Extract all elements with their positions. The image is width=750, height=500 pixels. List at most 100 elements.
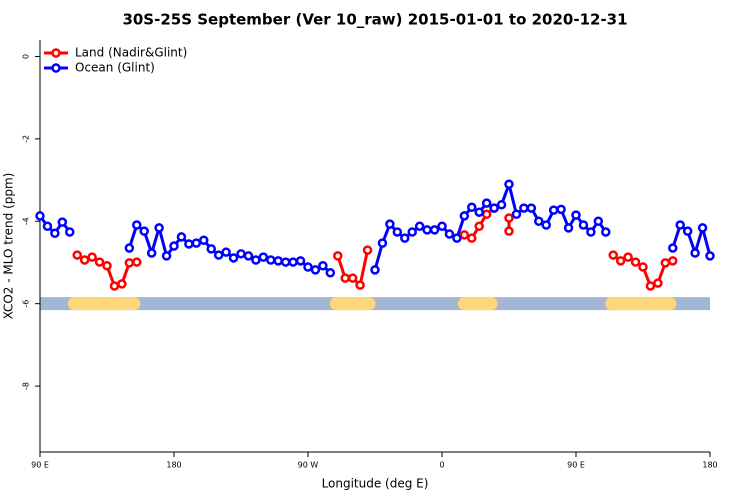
point bbox=[660, 258, 671, 268]
point bbox=[362, 245, 373, 255]
point bbox=[124, 258, 135, 268]
point bbox=[645, 281, 656, 291]
point bbox=[228, 253, 239, 263]
point bbox=[444, 229, 455, 239]
point bbox=[333, 251, 343, 261]
point bbox=[221, 247, 231, 257]
point bbox=[690, 248, 700, 258]
y-tick-label: -6 bbox=[22, 300, 31, 308]
point bbox=[467, 202, 477, 213]
point bbox=[556, 204, 566, 215]
point bbox=[437, 221, 447, 231]
point bbox=[563, 223, 574, 233]
point bbox=[191, 238, 202, 248]
point bbox=[124, 243, 135, 253]
legend-label: Land (Nadir&Glint) bbox=[75, 46, 187, 60]
point bbox=[422, 225, 432, 235]
point bbox=[318, 261, 328, 271]
point bbox=[653, 278, 663, 288]
point bbox=[481, 209, 492, 220]
x-tick-label: 180 bbox=[166, 461, 181, 470]
point bbox=[184, 239, 194, 249]
point bbox=[489, 203, 499, 213]
point bbox=[668, 256, 678, 266]
point bbox=[400, 233, 410, 243]
point bbox=[548, 205, 559, 215]
y-tick-label: -2 bbox=[22, 135, 31, 143]
point bbox=[504, 226, 514, 236]
point bbox=[325, 268, 336, 278]
point bbox=[370, 265, 380, 275]
point bbox=[705, 251, 715, 261]
point bbox=[251, 255, 261, 265]
point bbox=[601, 227, 611, 237]
point bbox=[385, 219, 395, 229]
point bbox=[459, 230, 470, 240]
point bbox=[511, 209, 522, 220]
point bbox=[429, 225, 440, 235]
point bbox=[199, 235, 209, 245]
point bbox=[474, 207, 484, 217]
point bbox=[57, 217, 68, 227]
point bbox=[638, 262, 648, 272]
point bbox=[72, 250, 82, 260]
point bbox=[65, 227, 75, 237]
point bbox=[504, 213, 514, 223]
point bbox=[593, 216, 604, 227]
point bbox=[407, 227, 417, 237]
point bbox=[266, 255, 276, 265]
point bbox=[697, 223, 708, 233]
x-tick-label: 90 W bbox=[298, 461, 319, 470]
chart-title: 30S-25S September (Ver 10_raw) 2015-01-0… bbox=[122, 11, 627, 29]
y-tick-label: -4 bbox=[22, 217, 31, 225]
legend-marker bbox=[51, 48, 61, 58]
y-tick-label: -8 bbox=[22, 382, 31, 390]
x-tick-label: 90 E bbox=[31, 461, 49, 470]
x-axis-label: Longitude (deg E) bbox=[322, 477, 429, 491]
point bbox=[668, 243, 678, 253]
point bbox=[79, 255, 90, 265]
point bbox=[243, 251, 254, 261]
legend-marker bbox=[51, 63, 61, 73]
point bbox=[213, 250, 224, 260]
point bbox=[481, 198, 492, 208]
point bbox=[474, 221, 484, 231]
x-tick-label: 0 bbox=[439, 461, 444, 470]
point bbox=[541, 220, 551, 230]
point bbox=[586, 227, 596, 237]
point bbox=[496, 200, 507, 210]
point bbox=[132, 220, 142, 230]
point bbox=[132, 257, 142, 267]
point bbox=[295, 256, 306, 266]
point bbox=[117, 279, 127, 289]
point bbox=[608, 250, 618, 260]
point bbox=[467, 233, 477, 243]
y-tick-label: 0 bbox=[22, 54, 31, 59]
point bbox=[340, 273, 350, 283]
point bbox=[526, 203, 537, 213]
point bbox=[35, 211, 45, 221]
point bbox=[169, 241, 179, 251]
point bbox=[355, 280, 365, 290]
point bbox=[206, 244, 216, 254]
point bbox=[630, 257, 641, 267]
point bbox=[675, 220, 685, 230]
point bbox=[615, 256, 626, 266]
point bbox=[310, 265, 321, 275]
point bbox=[452, 233, 462, 243]
point bbox=[534, 216, 544, 227]
point bbox=[87, 252, 97, 262]
point bbox=[139, 226, 149, 236]
y-axis-label: XCO2 - MLO trend (ppm) bbox=[2, 173, 16, 320]
point bbox=[146, 248, 157, 258]
point bbox=[258, 252, 269, 262]
point bbox=[623, 252, 633, 262]
point bbox=[459, 211, 470, 221]
point bbox=[504, 179, 514, 189]
point bbox=[377, 238, 388, 248]
point bbox=[280, 257, 291, 267]
point bbox=[109, 281, 120, 291]
legend-label: Ocean (Glint) bbox=[75, 61, 155, 75]
point bbox=[50, 228, 60, 238]
